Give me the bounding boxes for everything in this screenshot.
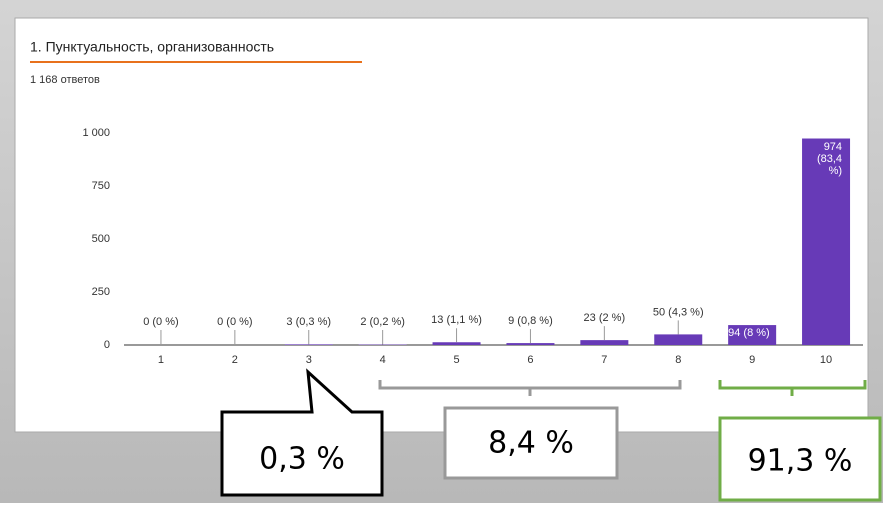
data-label: 9 (0,8 %) bbox=[508, 315, 553, 327]
bar bbox=[654, 334, 702, 345]
x-tick-label: 4 bbox=[380, 354, 386, 366]
data-label-box: 974 (83,4 %) bbox=[802, 141, 850, 345]
y-tick-label: 750 bbox=[92, 180, 110, 192]
x-tick-label: 2 bbox=[232, 354, 238, 366]
x-tick-label: 5 bbox=[453, 354, 459, 366]
chart-subtitle: 1 168 ответов bbox=[30, 74, 100, 86]
chart-title: 1. Пунктуальность, организованность bbox=[30, 39, 274, 55]
data-label: 0 (0 %) bbox=[217, 316, 252, 328]
annotation: 91,3 % bbox=[748, 444, 853, 479]
y-tick-label: 0 bbox=[104, 339, 110, 351]
y-tick-label: 250 bbox=[92, 286, 110, 298]
data-label: 23 (2 %) bbox=[584, 312, 626, 324]
x-tick-label: 9 bbox=[749, 354, 755, 366]
data-label: 13 (1,1 %) bbox=[431, 314, 482, 326]
y-tick-label: 500 bbox=[92, 233, 110, 245]
x-tick-label: 6 bbox=[527, 354, 533, 366]
data-label: 2 (0,2 %) bbox=[360, 316, 405, 328]
bar bbox=[580, 340, 628, 345]
annotation: 8,4 % bbox=[488, 426, 574, 461]
x-tick-label: 3 bbox=[306, 354, 312, 366]
data-label: 3 (0,3 %) bbox=[286, 316, 331, 328]
bar bbox=[506, 343, 554, 345]
card bbox=[15, 18, 868, 432]
data-label: 50 (4,3 %) bbox=[653, 306, 704, 318]
x-tick-label: 1 bbox=[158, 354, 164, 366]
data-label: 0 (0 %) bbox=[143, 316, 178, 328]
data-label: 974 (83,4 %) bbox=[814, 141, 846, 177]
bar bbox=[285, 344, 333, 345]
x-tick-label: 10 bbox=[820, 354, 832, 366]
x-tick-label: 7 bbox=[601, 354, 607, 366]
data-label-box: 94 (8 %) bbox=[728, 327, 776, 345]
annotation: 0,3 % bbox=[259, 442, 345, 477]
y-tick-label: 1 000 bbox=[82, 127, 110, 139]
x-tick-label: 8 bbox=[675, 354, 681, 366]
data-label: 94 (8 %) bbox=[728, 327, 776, 339]
bar bbox=[433, 342, 481, 345]
